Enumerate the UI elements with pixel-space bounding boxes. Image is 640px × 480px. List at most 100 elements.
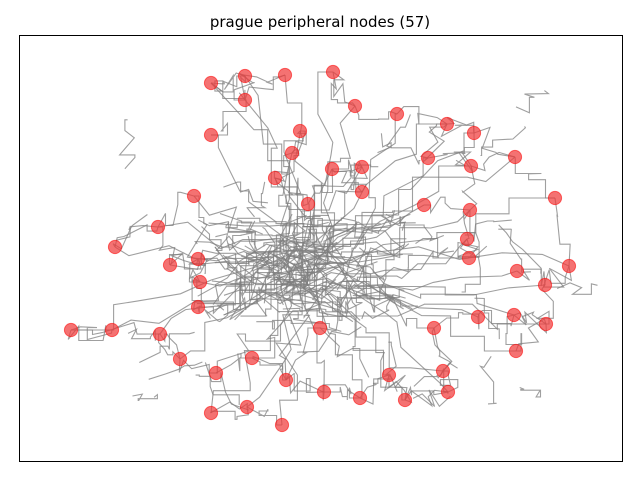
network-edge [285,372,325,393]
peripheral-node [509,263,525,279]
network-edge [359,374,390,399]
network-edge [322,280,405,299]
peripheral-node [459,231,475,247]
network-edge [223,181,268,204]
network-edge [401,224,444,242]
peripheral-node [237,92,253,108]
network-edge [388,374,408,401]
network-edge [461,165,478,211]
network-edge [157,191,195,228]
peripheral-node [440,384,456,400]
network-edge [311,241,340,312]
network-edge [319,278,355,332]
network-edge [515,90,551,114]
network-edge [188,258,208,283]
peripheral-node [239,399,255,415]
network-edge [201,226,254,261]
network-edge [211,280,395,300]
peripheral-node [507,149,523,165]
peripheral-node [470,309,486,325]
network-edge [232,220,256,249]
network-edge [222,254,268,317]
network-edge [461,245,488,293]
network-edge [480,126,527,157]
network-edge [256,310,329,330]
network-edge [275,262,302,426]
chart-title: prague peripheral nodes (57) [210,13,430,31]
peripheral-node [278,372,294,388]
peripheral-node [347,98,363,114]
network-edge [473,126,516,158]
peripheral-node [538,316,554,332]
network-edge [313,283,375,301]
network-edge [325,132,474,260]
network-edge [229,227,395,289]
network-edge [222,221,329,259]
peripheral-node [420,150,436,166]
network-edge [381,210,396,226]
network-edge [285,250,333,287]
network-edge [196,221,407,305]
network-edge [194,235,236,252]
network-edge [263,221,332,304]
network-edge [307,168,334,205]
peripheral-node [237,68,253,84]
network-edge [282,307,361,321]
peripheral-node [462,202,478,218]
network-edge [247,255,285,266]
network-edge [474,297,500,340]
network-edge [258,253,273,271]
network-edge [118,119,136,170]
plot-frame [19,35,623,462]
network-edge [214,246,280,313]
peripheral-node [150,219,166,235]
network-edge [321,164,379,188]
peripheral-node [561,258,577,274]
peripheral-node [172,351,188,367]
network-edge [277,260,332,305]
network-edge [319,327,370,378]
peripheral-node [352,390,368,406]
peripheral-node [381,367,397,383]
network-edge [519,386,542,398]
peripheral-node [435,363,451,379]
network-edge [215,353,252,374]
network-edge [554,197,571,267]
network-edge [362,227,405,250]
network-edge [352,238,468,297]
peripheral-node [107,239,123,255]
peripheral-node [389,106,405,122]
peripheral-node [203,75,219,91]
peripheral-node [354,159,370,175]
network-edge [415,237,455,258]
network-edge [236,217,356,228]
network-edge [251,254,297,272]
network-edge [230,261,378,286]
network-edge [379,215,406,292]
peripheral-node [439,116,455,132]
peripheral-node [463,158,479,174]
network-edge [71,321,161,336]
peripheral-node [354,184,370,200]
network-edge [225,221,263,235]
network-edge [283,130,304,248]
peripheral-node [190,251,206,267]
network-edge [223,214,329,316]
network-edge [277,241,516,352]
network-edge [210,80,246,101]
network-edge [457,238,480,259]
peripheral-node [506,307,522,323]
network-edge [332,71,356,107]
network-edge [433,327,452,372]
network-edge [195,374,240,406]
network-edge [139,331,195,363]
network-edge [341,209,471,282]
network-edge [302,244,570,267]
peripheral-node [312,320,328,336]
network-edge [333,221,392,234]
network-edge [132,393,158,401]
network-edge [321,105,356,254]
network-edge [378,254,440,280]
peripheral-node [316,384,332,400]
peripheral-node [397,392,413,408]
